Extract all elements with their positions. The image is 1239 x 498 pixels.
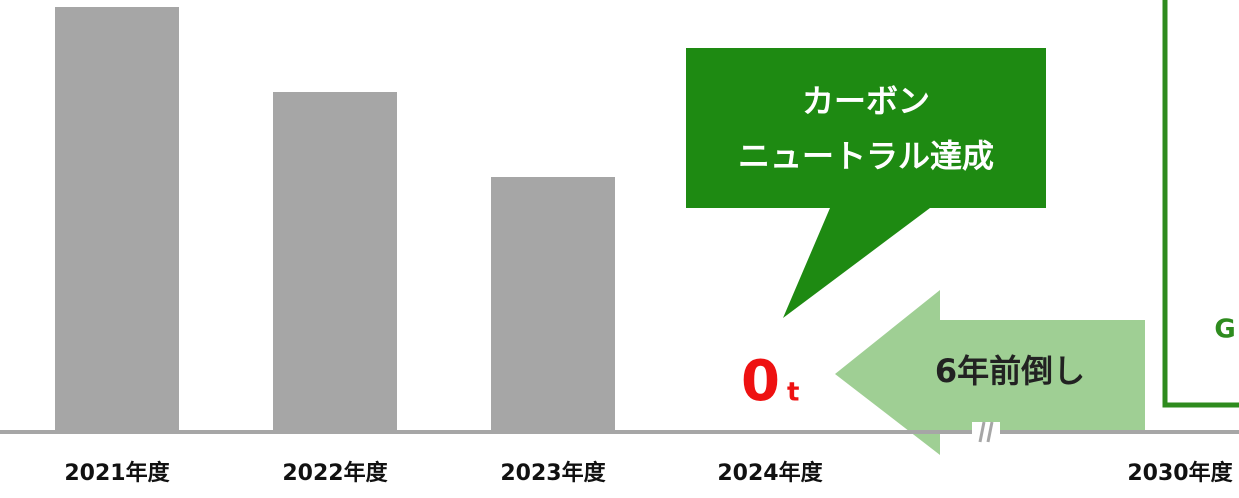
x-tick-label: 2022年度 — [282, 460, 388, 486]
x-tick-label: 2024年度 — [717, 460, 823, 486]
bar — [55, 7, 179, 432]
value-unit: t — [787, 378, 799, 408]
panel-text: G — [1214, 315, 1235, 345]
callout-line: ニュートラル達成 — [738, 137, 994, 175]
arrow-text: 6年前倒し — [935, 352, 1085, 390]
bar — [273, 92, 397, 432]
callout-line: カーボン — [802, 82, 930, 120]
x-tick-label: 2021年度 — [64, 460, 170, 486]
bar — [491, 177, 615, 432]
callout — [686, 48, 1046, 318]
x-tick-label: 2023年度 — [500, 460, 606, 486]
value-label: 0 — [741, 349, 780, 414]
arrow — [835, 290, 1145, 455]
x-tick-label: 2030年度 — [1127, 460, 1233, 486]
break-mark — [978, 421, 986, 443]
target-panel — [1162, 0, 1239, 408]
break-mark — [986, 421, 994, 443]
break-gap — [972, 422, 1000, 442]
